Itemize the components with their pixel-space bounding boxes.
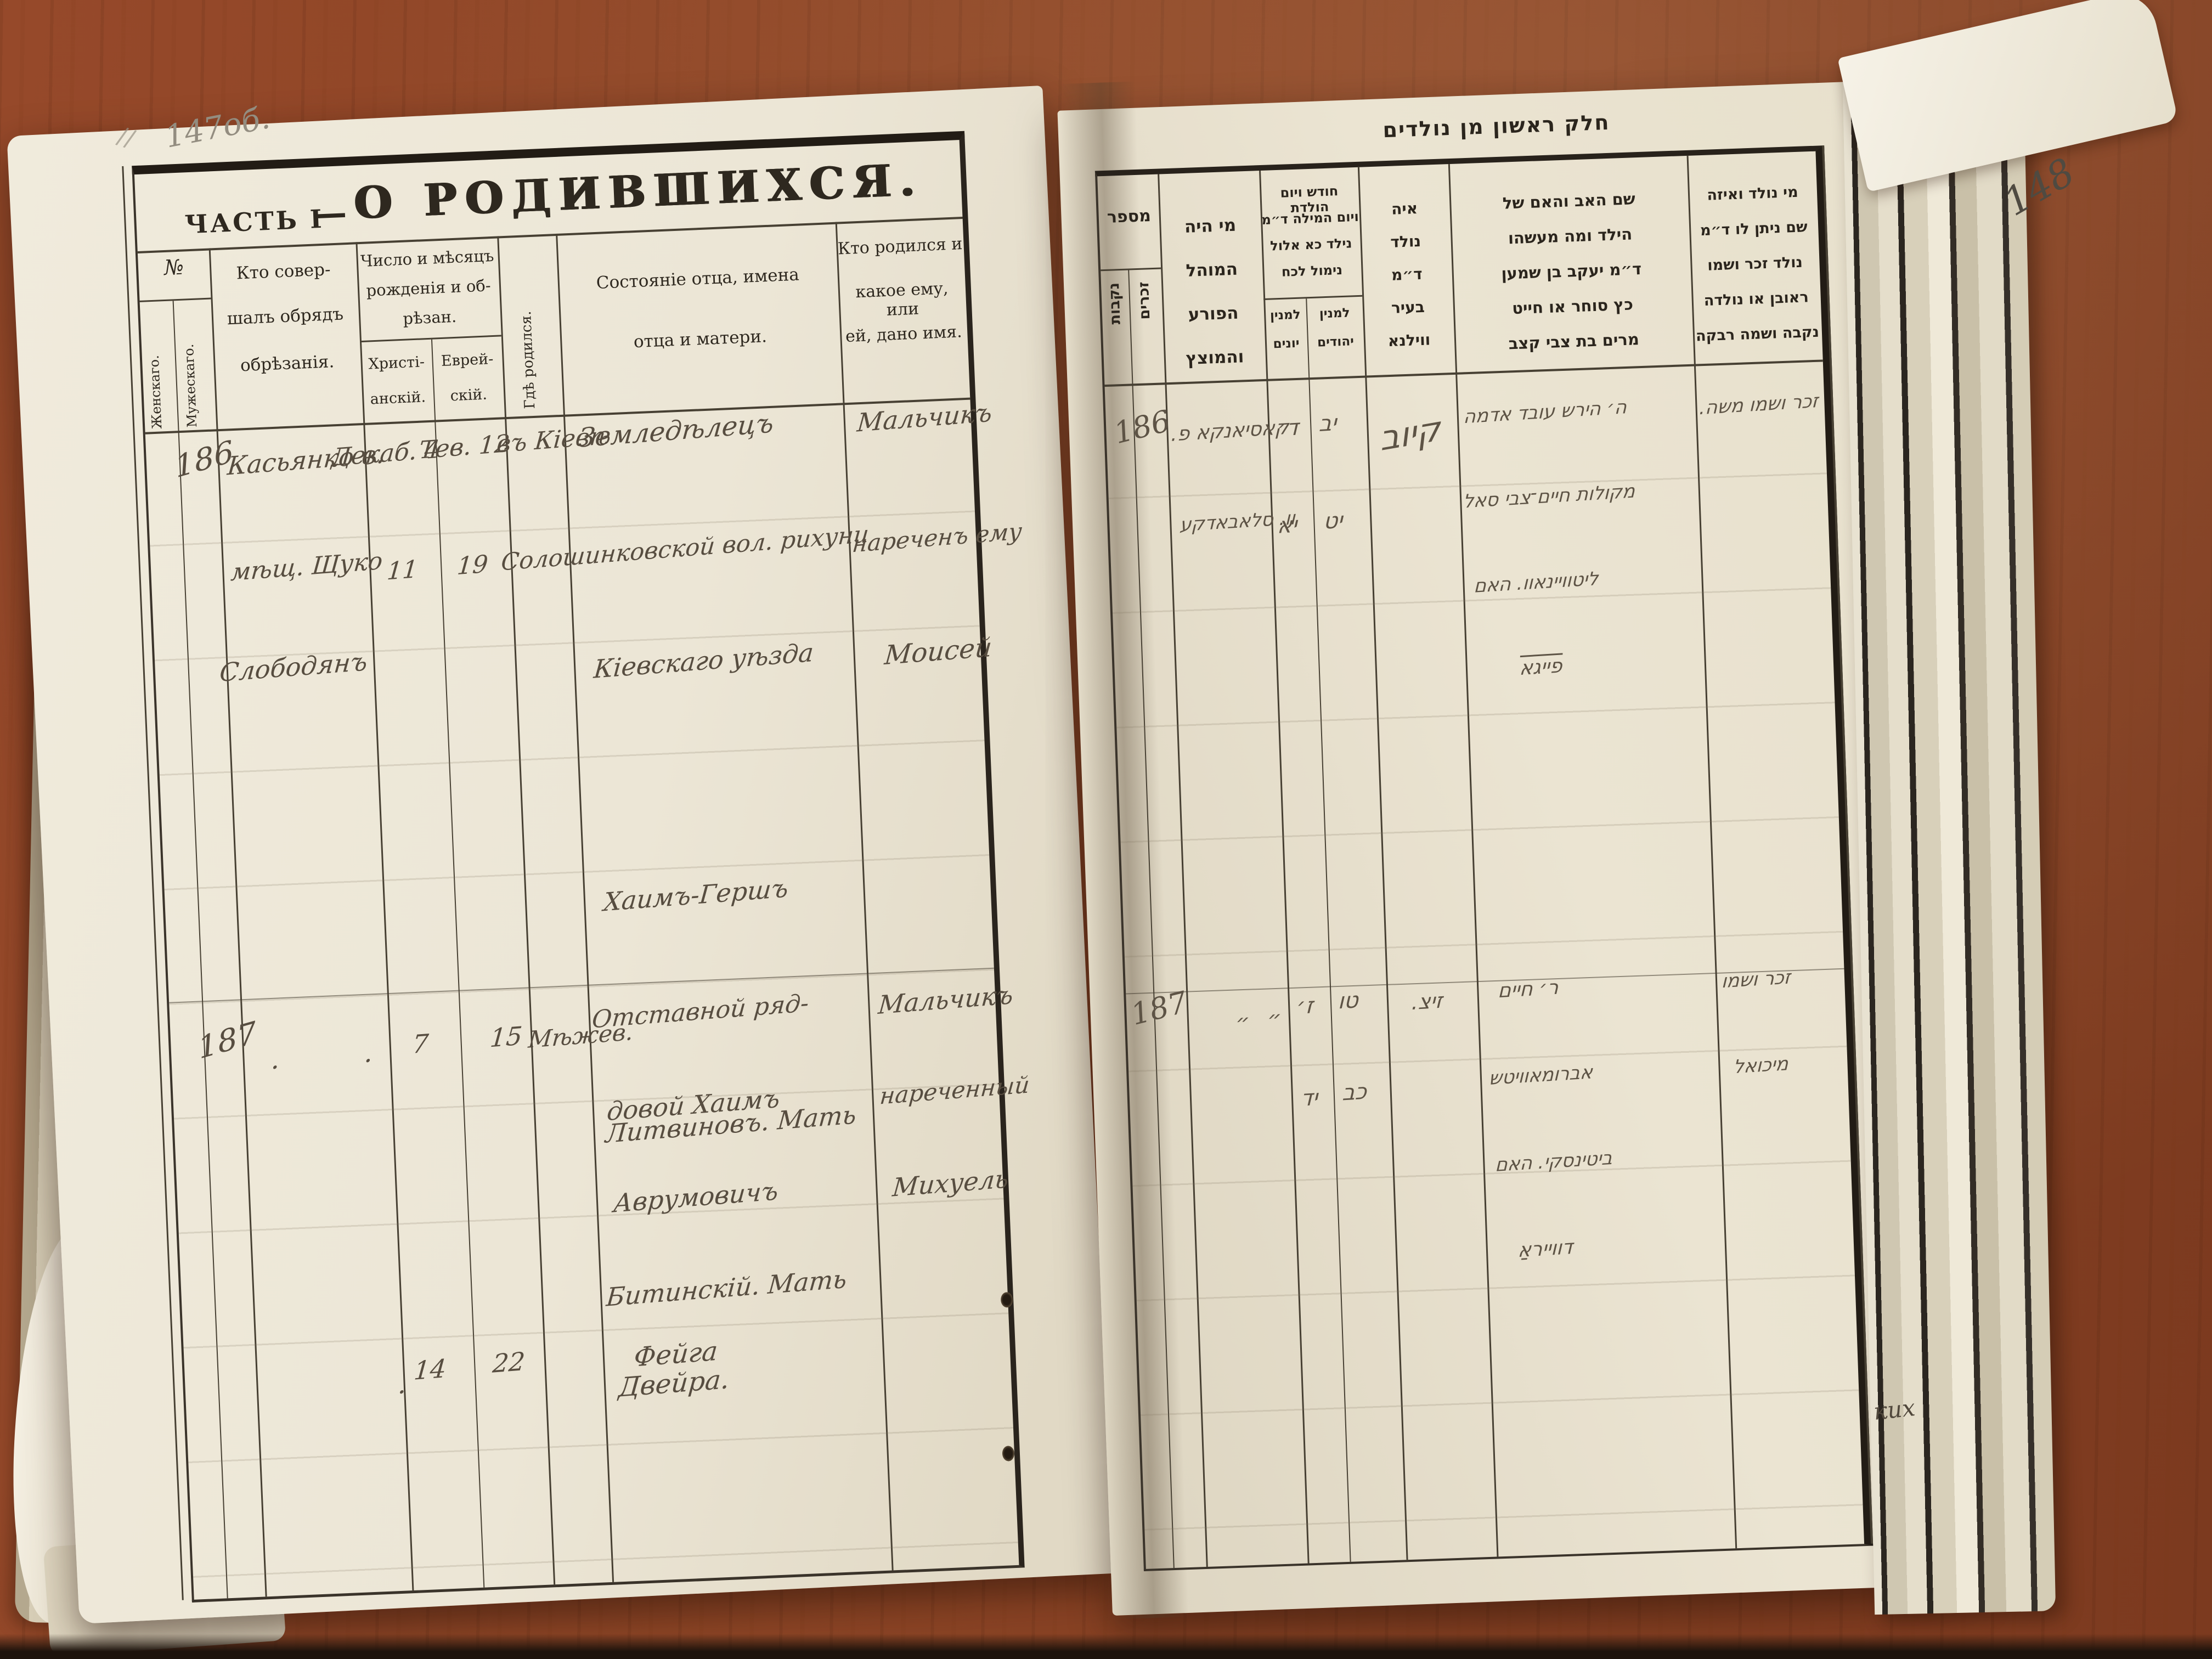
date-box-line: [359, 335, 501, 343]
col-child-line: какое ему, или: [855, 279, 949, 320]
col-father-line: כץ סוחר או חייט: [1511, 295, 1634, 318]
col-father-line: שם האב והאם של: [1502, 189, 1636, 213]
number-box-line: [1101, 267, 1161, 272]
col-father-line: הילד ומה מעשהו: [1508, 224, 1633, 248]
ditto-mark: ״: [1267, 1006, 1282, 1032]
col-no-female: Женскаго.: [146, 354, 165, 430]
col-father-line: Состояніе отца, имена: [596, 264, 800, 294]
entry-date-jewish: 19: [456, 550, 489, 581]
col-jewish-count: למנין: [1319, 306, 1350, 321]
date-box-line: [1263, 295, 1363, 300]
col-performer-line: Кто совер-: [235, 259, 331, 284]
col-dates-line: נילד כא אלול: [1269, 235, 1352, 254]
faint-ruling: [1104, 359, 1864, 1567]
entry-date-jewish: יב: [1318, 410, 1338, 437]
col-father-line: отца и матери.: [633, 326, 768, 352]
col-number-males: זכרים: [1135, 281, 1154, 320]
col-dates-line: ויום המילה ד״מ: [1261, 208, 1359, 228]
col-performer-line: шалъ обрядъ: [227, 304, 344, 329]
col-number: מספר: [1107, 206, 1152, 227]
col-christian-line: Христі-: [368, 353, 425, 373]
entry-father: ר׳ חיים: [1497, 976, 1559, 1003]
right-page-edge-stack: [1842, 80, 2056, 1615]
col-mohel-line: הפורע: [1188, 303, 1239, 325]
col-no: №: [163, 255, 184, 280]
wormhole: [1000, 1291, 1013, 1308]
entry-child: זכר ושמו: [1721, 966, 1791, 993]
col-father-line: ד״מ יעקב בן שמען: [1500, 259, 1642, 283]
right-table: חלק ראשון מן נולדים מספר זכרים נקבות מי …: [1094, 110, 1874, 1572]
col-jewish-line: Еврей-: [441, 351, 494, 370]
col-child-line: ей, дано имя.: [845, 322, 963, 347]
col-where-line: ווילנא: [1387, 330, 1431, 351]
left-table: ЧАСТЬ I — О РОДИВШИХСЯ. № Женскаго. Муже…: [122, 131, 1030, 1602]
entry-date-greek: יא: [1277, 512, 1298, 539]
entry-date-greek: יד: [1300, 1085, 1318, 1111]
stray-ink-mark: ких: [1872, 1394, 1917, 1425]
col-mohel-line: המוהל: [1185, 259, 1238, 281]
col-number-females: נקבות: [1105, 282, 1124, 325]
col-jewish-line: скій.: [450, 386, 488, 405]
entry-date-jewish: 15: [489, 1020, 524, 1053]
col-performer-line: обрѣзанія.: [240, 352, 335, 376]
col-father-line: מרים בת צבי קצב: [1508, 330, 1640, 353]
col-greek-count: למנין: [1269, 307, 1301, 323]
entry-where-born: זיצ.: [1411, 988, 1443, 1015]
entry-date-christian: 7: [411, 1028, 430, 1059]
entry-child: מיכואל: [1733, 1053, 1789, 1079]
entry-date-jewish: כב: [1341, 1079, 1368, 1106]
col-child-line: נקבה ושמה רבקה: [1695, 323, 1820, 345]
entry-father: פייגא: [1519, 654, 1563, 680]
page-title: О РОДИВШИХСЯ.: [353, 153, 924, 229]
entry-father: דווייראַ: [1517, 1236, 1573, 1262]
col-child-line: Кто родился и: [837, 234, 963, 259]
part-label: ЧАСТЬ I: [184, 204, 325, 240]
entry-date-greek: ד׳: [1277, 415, 1299, 442]
col-child-line: נולד זכר ושמו: [1707, 253, 1803, 274]
col-dates-line: рожденія и об-: [365, 276, 492, 300]
col-no-male: Мужескаго.: [180, 343, 200, 428]
col-child-line: ראובן או נולדה: [1703, 289, 1809, 309]
col-child-line: שם ניתן לו ד״מ: [1700, 218, 1808, 240]
no-box-line: [139, 297, 211, 302]
col-where-line: איה: [1391, 199, 1418, 218]
entry-date-jewish: 22: [491, 1346, 527, 1379]
col-where-born: Гдѣ родился.: [517, 311, 539, 409]
entry-date-christian: 14: [413, 1353, 448, 1386]
col-mohel-line: מי היה: [1184, 215, 1237, 237]
col-where-line: נולד: [1390, 232, 1421, 251]
ditto-mark: ״: [1235, 1009, 1251, 1036]
col-jewish-count: יהודים: [1317, 334, 1355, 350]
entry-date-jewish: יט: [1323, 507, 1344, 534]
title-dash: —: [311, 191, 348, 235]
col-where-line: ד״מ: [1391, 264, 1423, 284]
entry-date-christian: 11: [386, 555, 419, 586]
col-greek-count: יונים: [1273, 336, 1300, 352]
col-where-line: בעיר: [1391, 297, 1425, 317]
col-child-line: מי נולד ואיזה: [1706, 183, 1799, 204]
entry-date-greek: ז׳: [1296, 993, 1314, 1020]
col-mohel-line: והמוצץ: [1185, 347, 1244, 369]
col-dates-line: Число и мѣсяцъ: [360, 246, 495, 270]
col-dates-line: рѣзан.: [402, 307, 457, 328]
col-dates-line: נימול לכח: [1281, 262, 1343, 280]
entry-date-jewish: טו: [1337, 988, 1359, 1014]
table-edge-shadow: [0, 1634, 2212, 1659]
col-christian-line: анскій.: [370, 388, 426, 408]
